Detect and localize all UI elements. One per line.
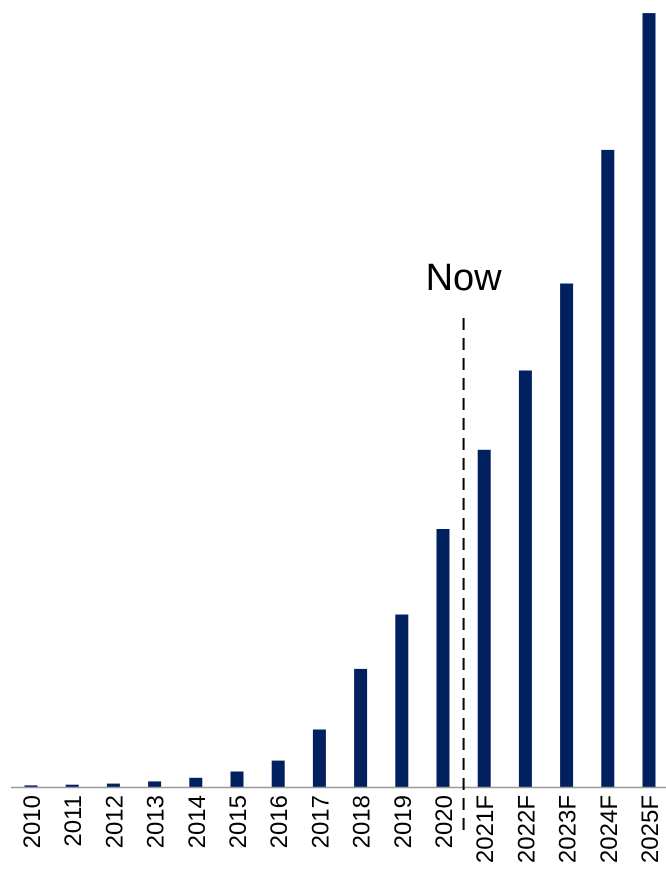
bar-2012 — [106, 783, 120, 787]
tick-label-2018: 2018 — [349, 795, 376, 848]
bar-2014 — [189, 777, 203, 787]
bar-2025F — [642, 13, 656, 788]
bars-group — [24, 13, 656, 788]
bar-2019 — [395, 614, 409, 787]
tick-label-2025F: 2025F — [637, 795, 664, 863]
bar-2011 — [65, 784, 79, 787]
tick-label-2015: 2015 — [225, 795, 252, 848]
tick-label-2021F: 2021F — [472, 795, 499, 863]
tick-label-2022F: 2022F — [513, 795, 540, 863]
tick-label-2011: 2011 — [60, 795, 87, 847]
x-tick-labels: 2010 2011 2012 2013 2014 2015 2016 2017 2018 2019… — [19, 795, 664, 863]
tick-label-2024F: 2024F — [596, 795, 623, 863]
tick-label-2016: 2016 — [266, 795, 293, 848]
bar-2023F — [560, 283, 574, 787]
bar-2015 — [230, 771, 244, 787]
bar-2020 — [436, 529, 450, 787]
bar-2013 — [148, 781, 162, 787]
bar-2017 — [312, 729, 326, 787]
tick-label-2020: 2020 — [431, 795, 458, 848]
tick-label-2014: 2014 — [184, 795, 211, 848]
bar-2010 — [24, 785, 38, 787]
bar-2022F — [518, 370, 532, 787]
bar-2016 — [271, 760, 285, 787]
bar-2024F — [601, 149, 615, 787]
tick-label-2023F: 2023F — [555, 795, 582, 863]
tick-label-2010: 2010 — [19, 795, 46, 848]
now-annotation-label: Now — [426, 257, 503, 299]
tick-label-2013: 2013 — [143, 795, 170, 848]
bar-2018 — [354, 668, 368, 787]
tick-label-2012: 2012 — [101, 795, 128, 848]
tick-label-2017: 2017 — [307, 795, 334, 848]
tick-label-2019: 2019 — [390, 795, 417, 848]
bar-2021F — [477, 449, 491, 787]
